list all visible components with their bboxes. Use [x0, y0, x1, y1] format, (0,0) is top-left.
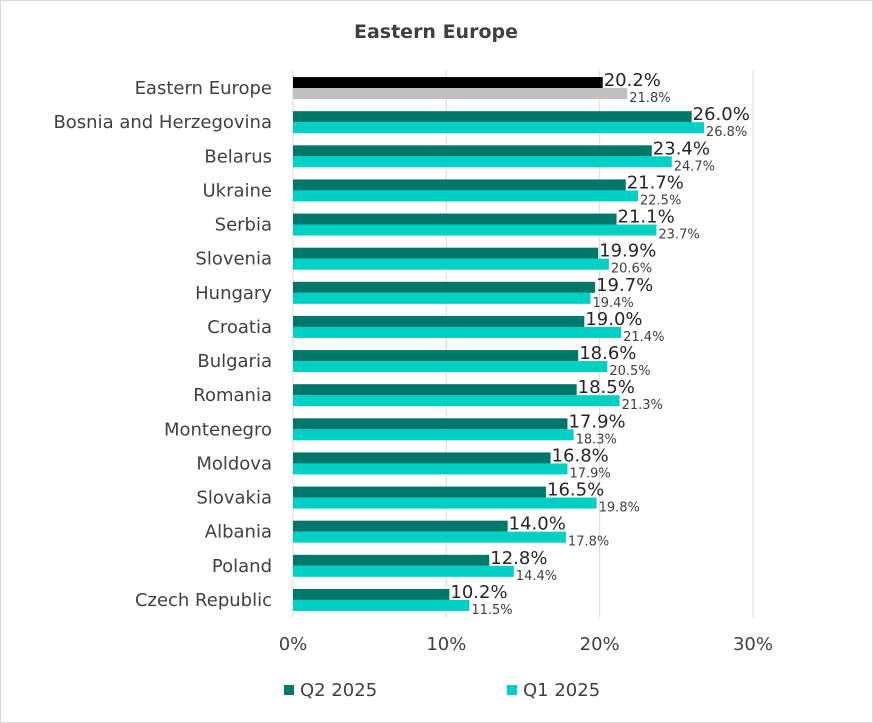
bar-q2 — [293, 111, 692, 123]
bar-q1 — [293, 497, 597, 509]
bar-q2 — [293, 520, 508, 532]
bar-q1 — [293, 190, 638, 202]
bar-q2 — [293, 315, 585, 327]
bar-q2 — [293, 452, 551, 464]
data-label-q1: 22.5% — [640, 193, 681, 208]
legend-swatch — [507, 685, 517, 695]
data-label-q2: 10.2% — [450, 582, 507, 603]
bar-q2 — [293, 384, 577, 396]
x-tick-label: 20% — [580, 634, 620, 655]
data-label-q2: 21.7% — [627, 172, 684, 193]
bar-q2 — [293, 350, 579, 362]
data-label-q1: 21.3% — [622, 398, 663, 413]
data-label-q1: 17.9% — [569, 466, 610, 481]
data-label-q1: 11.5% — [471, 603, 512, 618]
legend-swatch — [284, 685, 294, 695]
bar-q2 — [293, 179, 626, 191]
category-label: Moldova — [196, 453, 272, 474]
category-label: Hungary — [195, 283, 272, 304]
bar-q1 — [293, 565, 514, 577]
data-label-q1: 18.3% — [576, 432, 617, 447]
x-tick-label: 10% — [426, 634, 466, 655]
bar-q1 — [293, 122, 704, 134]
bar-q1 — [293, 531, 566, 543]
data-label-q2: 14.0% — [509, 514, 566, 535]
bar-q1 — [293, 599, 470, 611]
legend-label: Q2 2025 — [300, 680, 377, 701]
data-label-q2: 16.5% — [547, 480, 604, 501]
bar-q2 — [293, 554, 490, 566]
bar-q1 — [293, 429, 574, 441]
data-label-q2: 19.7% — [596, 275, 653, 296]
category-label: Albania — [205, 522, 272, 543]
bar-q1 — [293, 292, 591, 304]
data-label-q2: 21.1% — [618, 207, 675, 228]
data-label-q2: 17.9% — [568, 411, 625, 432]
data-label-q1: 26.8% — [706, 125, 747, 140]
bar-q2 — [293, 281, 596, 293]
data-label-q1: 20.5% — [609, 364, 650, 379]
bar-q1 — [293, 395, 620, 407]
category-label: Poland — [212, 556, 272, 577]
bar-q2 — [293, 77, 603, 89]
category-label: Bosnia and Herzegovina — [53, 112, 272, 133]
data-label-q1: 17.8% — [568, 535, 609, 550]
category-label: Ukraine — [202, 180, 272, 201]
category-label: Czech Republic — [135, 590, 272, 611]
bar-q2 — [293, 145, 652, 157]
x-tick-label: 30% — [733, 634, 773, 655]
category-label: Slovenia — [195, 249, 272, 270]
data-label-q2: 20.2% — [604, 70, 661, 91]
data-label-q2: 16.8% — [552, 445, 609, 466]
x-axis-ticks: 0% 10% 20% 30% — [279, 634, 773, 655]
data-label-q2: 23.4% — [653, 138, 710, 159]
x-tick-label: 0% — [279, 634, 308, 655]
bar-q1 — [293, 224, 657, 236]
data-label-q2: 19.0% — [585, 309, 642, 330]
data-label-q2: 26.0% — [693, 104, 750, 125]
data-label-q1: 14.4% — [516, 569, 557, 584]
data-label-q2: 18.5% — [578, 377, 635, 398]
category-label: Slovakia — [196, 488, 272, 509]
data-label-q1: 21.8% — [629, 91, 670, 106]
category-label: Bulgaria — [197, 351, 272, 372]
bar-q2 — [293, 418, 568, 430]
data-label-q1: 21.4% — [623, 330, 664, 345]
legend: Q2 2025 Q1 2025 — [284, 680, 600, 701]
category-label: Eastern Europe — [135, 78, 272, 99]
bars — [293, 77, 704, 611]
bar-q1 — [293, 156, 672, 168]
bar-q1 — [293, 463, 568, 475]
category-label: Belarus — [204, 146, 272, 167]
bar-q2 — [293, 486, 546, 498]
category-label: Croatia — [207, 317, 272, 338]
data-label-q2: 18.6% — [579, 343, 636, 364]
data-label-q1: 24.7% — [674, 159, 715, 174]
category-label: Montenegro — [164, 419, 272, 440]
category-label: Romania — [193, 385, 272, 406]
data-label-q1: 20.6% — [611, 262, 652, 277]
bar-q1 — [293, 258, 609, 270]
bar-q1 — [293, 361, 608, 373]
data-label-q2: 19.9% — [599, 241, 656, 262]
bar-q2 — [293, 213, 617, 225]
chart-title: Eastern Europe — [354, 21, 518, 43]
labels: Eastern Europe 20.2%21.8% Bosnia and Herze… — [53, 70, 749, 618]
data-label-q1: 19.4% — [592, 296, 633, 311]
bar-q2 — [293, 588, 450, 600]
data-label-q1: 23.7% — [658, 228, 699, 243]
bar-q1 — [293, 88, 628, 100]
legend-label: Q1 2025 — [523, 680, 600, 701]
data-label-q1: 19.8% — [599, 501, 640, 516]
category-label: Serbia — [215, 215, 272, 236]
data-label-q2: 12.8% — [490, 548, 547, 569]
bar-q2 — [293, 247, 599, 259]
bar-q1 — [293, 326, 622, 338]
